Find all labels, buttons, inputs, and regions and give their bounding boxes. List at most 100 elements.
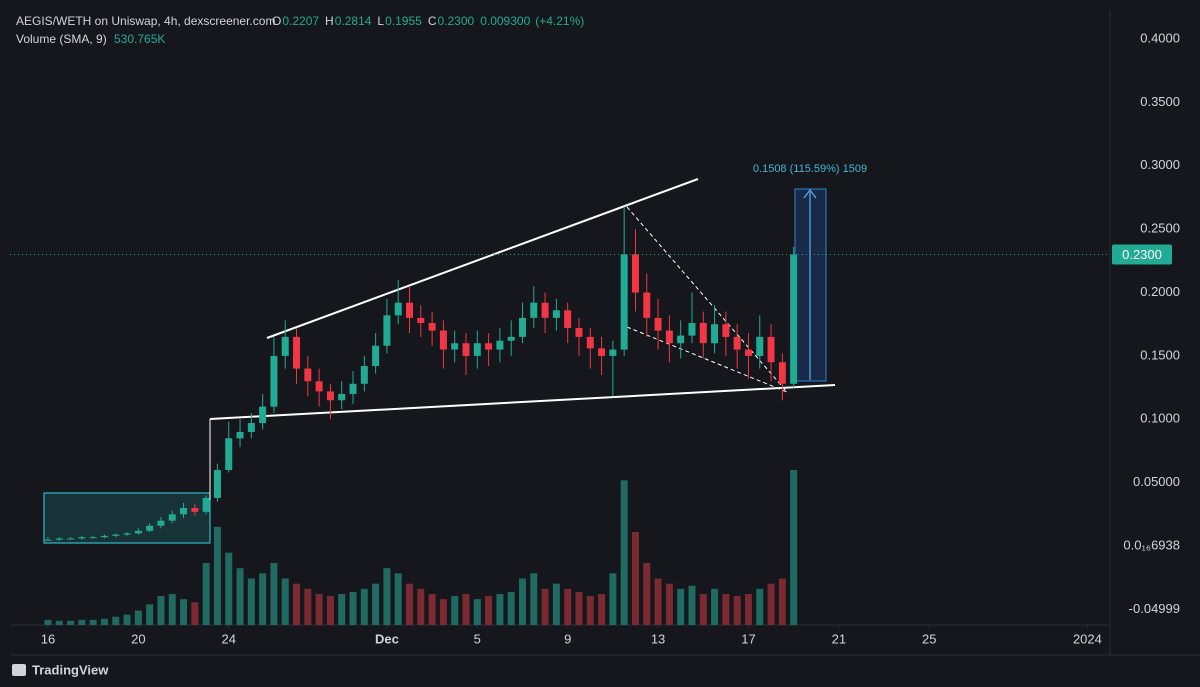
candle-body [394, 302, 402, 316]
volume-bar [744, 594, 752, 625]
volume-bar [733, 596, 741, 625]
candle-body [778, 362, 786, 384]
volume-bar [722, 594, 730, 625]
candle-body [541, 302, 549, 318]
candle-body [315, 381, 323, 392]
candle-body [55, 538, 63, 540]
ohlc-value: 0.1955 [385, 14, 422, 28]
change: 0.009300 [480, 14, 530, 28]
last-price-label: 0.2300 [1122, 247, 1162, 262]
volume-bar [134, 610, 142, 625]
candle-body [631, 254, 639, 293]
candle-body [530, 302, 538, 318]
candle-body [281, 336, 289, 356]
candle-body [123, 533, 131, 535]
volume-bar [756, 588, 764, 625]
volume-bar [78, 619, 86, 625]
brand-name: TradingView [32, 662, 109, 677]
y-tick-label: 0.1500 [1140, 347, 1180, 362]
candle-body [225, 438, 233, 470]
candle-body [496, 340, 504, 350]
volume-bar [225, 552, 233, 625]
volume-bar [180, 599, 188, 625]
candle-body [643, 292, 651, 318]
candle-body [293, 336, 301, 369]
ohlc-value: 0.2207 [282, 14, 319, 28]
volume-bar [541, 588, 549, 625]
volume-bar [191, 602, 199, 625]
ohlc-key: C [428, 14, 437, 28]
volume-bar [281, 578, 289, 625]
volume-bar [439, 599, 447, 625]
volume-bar [598, 594, 606, 625]
candle-body [213, 469, 221, 498]
volume-bar [575, 591, 583, 625]
candle-body [349, 383, 357, 394]
volume-bar [123, 614, 131, 625]
volume-bar [406, 583, 414, 625]
trend-line [266, 178, 699, 339]
ohlc-value: 0.2300 [437, 14, 474, 28]
volume-bar [778, 578, 786, 625]
volume-bar [654, 578, 662, 625]
volume-bar [213, 526, 221, 625]
volume-bar [146, 604, 154, 625]
y-tick-label: 0.4000 [1140, 30, 1180, 45]
candle-body [756, 336, 764, 356]
candle-body [598, 348, 606, 356]
y-tick-label: 0.1000 [1140, 411, 1180, 426]
candle-body [518, 317, 526, 337]
volume-bar [247, 578, 255, 625]
candle-body [473, 343, 481, 356]
candle-body [688, 322, 696, 336]
ohlc-key: L [377, 14, 384, 28]
measure-arrow-head [803, 189, 817, 199]
volume-bar [168, 594, 176, 625]
volume-bar [518, 578, 526, 625]
candle-body [360, 366, 368, 384]
candle-body [620, 254, 628, 350]
wedge-line [626, 326, 788, 393]
candle-body [733, 336, 741, 350]
marks [44, 206, 798, 625]
y-tick-label: 0.3000 [1140, 157, 1180, 172]
candle-body [372, 345, 380, 367]
candle-body [790, 254, 798, 384]
candle-body [338, 393, 346, 401]
x-tick-label: 2024 [1073, 631, 1102, 646]
candle-body [564, 310, 572, 329]
x-tick-label: 20 [131, 631, 145, 646]
candle-body [665, 330, 673, 344]
ohlc-key: O [272, 14, 281, 28]
trend-line [209, 384, 836, 420]
change-pct: (+4.21%) [535, 14, 584, 28]
candle-body [507, 336, 515, 341]
volume-bar [44, 619, 52, 625]
volume-bar [620, 480, 628, 625]
volume-bar [631, 532, 639, 625]
x-tick-label: 16 [41, 631, 55, 646]
ohlc-key: H [325, 14, 334, 28]
volume-bar [304, 588, 312, 625]
wedge-line [626, 206, 788, 393]
y-tick-label: 0.0₁₆6938 [1123, 537, 1180, 552]
x-tick-label: 9 [564, 631, 571, 646]
candle-body [304, 368, 312, 382]
candle-body [417, 317, 425, 323]
candle-body [134, 530, 142, 534]
ohlc-legend: O 0.2207 H 0.2814 L 0.1955 C 0.2300 0.009300 (+4.… [272, 14, 584, 28]
candle-body [767, 336, 775, 363]
candle-body [654, 317, 662, 331]
candle-body [451, 343, 459, 350]
last-price-tag [1112, 244, 1172, 265]
volume-bar [89, 619, 97, 625]
candle-body [67, 538, 75, 540]
volume-bar [485, 596, 493, 625]
volume-bar [643, 563, 651, 625]
candle-body [89, 537, 97, 539]
volume-bar [496, 594, 504, 625]
candle-body [744, 349, 752, 356]
x-tick-label: 5 [474, 631, 481, 646]
